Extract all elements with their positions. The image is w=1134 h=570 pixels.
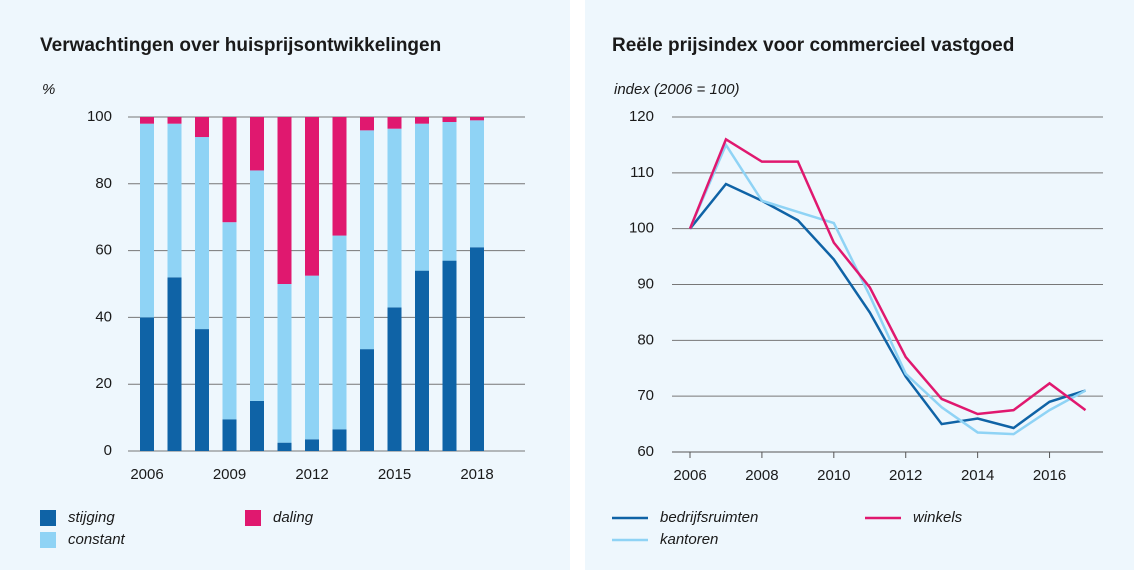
x-tick-label: 2010 (817, 467, 850, 484)
bar-segment (470, 120, 484, 248)
x-tick-label: 2015 (378, 466, 411, 483)
y-tick-label: 60 (637, 443, 654, 460)
bar-segment (277, 442, 292, 451)
bar-segment (167, 117, 182, 124)
bar-segment (470, 117, 484, 121)
x-tick-label: 2009 (213, 466, 246, 483)
x-tick-label: 2014 (961, 467, 994, 484)
bar-segment (277, 284, 292, 443)
bar-segment (360, 130, 374, 350)
bar-segment (277, 117, 292, 284)
bar-segment (332, 235, 347, 430)
bar-segment (387, 128, 402, 308)
bar-segment (387, 307, 402, 451)
legend-label: daling (273, 509, 314, 526)
bar-segment (222, 117, 237, 223)
bar-segment (195, 329, 209, 451)
legend-label: constant (68, 531, 126, 548)
y-tick-label: 60 (95, 242, 112, 259)
legend-label: stijging (68, 509, 115, 526)
bar-segment (442, 122, 457, 261)
y-axis-label: index (2006 = 100) (614, 81, 740, 98)
bar-segment (140, 123, 154, 318)
y-tick-label: 80 (637, 331, 654, 348)
x-tick-label: 2006 (673, 467, 706, 484)
x-tick-label: 2016 (1033, 467, 1066, 484)
bar-segment (305, 275, 319, 440)
y-tick-label: 70 (637, 387, 654, 404)
bar-segment (305, 117, 319, 276)
bar-segment (167, 277, 182, 451)
bar-segment (195, 117, 209, 138)
bar-segment (250, 170, 264, 401)
y-tick-label: 100 (629, 220, 654, 237)
bar-segment (415, 270, 429, 451)
bar-segment (470, 247, 484, 451)
legend-swatch (40, 532, 56, 548)
bar-segment (332, 117, 347, 236)
bar-segment (167, 123, 182, 278)
bar-segment (442, 260, 457, 451)
bar-segment (222, 419, 237, 451)
legend-label: bedrijfsruimten (660, 509, 758, 526)
bar-segment (305, 439, 319, 451)
bar-segment (250, 400, 264, 451)
y-tick-label: 20 (95, 375, 112, 392)
line (688, 142, 1087, 436)
bar-segment (415, 123, 429, 271)
bar-segment (250, 117, 264, 171)
bar-segment (332, 429, 347, 451)
y-tick-label: 40 (95, 308, 112, 325)
x-tick-label: 2008 (745, 467, 778, 484)
bar-segment (387, 117, 402, 129)
y-tick-label: 100 (87, 108, 112, 125)
legend-swatch (245, 510, 261, 526)
chart-title: Verwachtingen over huisprijsontwikkeling… (40, 35, 441, 56)
legend-label: winkels (913, 509, 963, 526)
bar-segment (360, 117, 374, 131)
x-tick-label: 2018 (460, 466, 493, 483)
bar-segment (442, 117, 457, 123)
y-axis-label: % (42, 81, 55, 98)
x-tick-label: 2006 (130, 466, 163, 483)
y-tick-label: 120 (629, 108, 654, 125)
legend-label: kantoren (660, 531, 718, 548)
y-tick-label: 80 (95, 175, 112, 192)
y-tick-label: 90 (637, 275, 654, 292)
bar-segment (140, 317, 154, 451)
bar-segment (140, 117, 154, 124)
legend-swatch (40, 510, 56, 526)
x-tick-label: 2012 (889, 467, 922, 484)
bar-segment (360, 349, 374, 451)
bar-segment (195, 137, 209, 330)
bar-segment (415, 117, 429, 124)
line (688, 137, 1087, 416)
x-tick-label: 2012 (295, 466, 328, 483)
y-tick-label: 110 (630, 164, 654, 181)
y-tick-label: 0 (104, 442, 112, 459)
chart-title: Reële prijsindex voor commercieel vastgo… (612, 35, 1014, 56)
bar-segment (222, 222, 237, 420)
line (689, 182, 1086, 430)
